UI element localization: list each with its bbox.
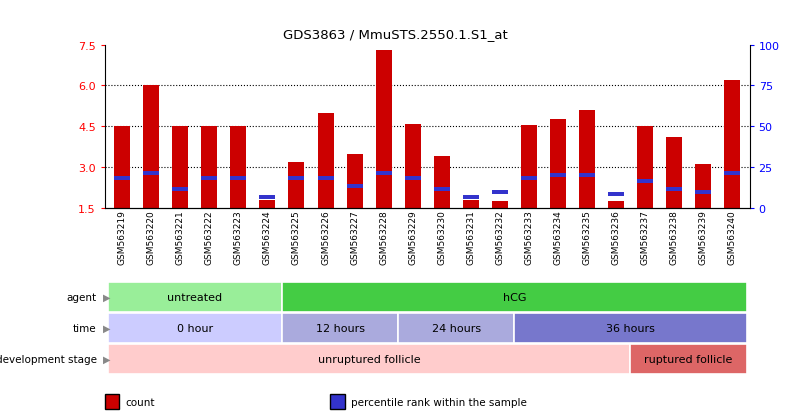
Bar [521, 177, 537, 181]
Bar [143, 86, 160, 209]
Bar [492, 190, 508, 194]
Bar [398, 313, 514, 343]
Bar [405, 177, 421, 181]
Text: 12 hours: 12 hours [315, 323, 364, 333]
Text: ▶: ▶ [103, 323, 110, 333]
Bar [347, 154, 363, 209]
Bar [260, 200, 276, 209]
Bar [282, 282, 746, 312]
Bar [608, 193, 624, 197]
Bar [724, 81, 740, 209]
Bar [666, 138, 682, 209]
Bar [143, 171, 160, 175]
Text: hCG: hCG [503, 292, 526, 302]
Bar [695, 165, 711, 209]
Text: 36 hours: 36 hours [606, 323, 655, 333]
Bar [202, 177, 218, 181]
Text: ▶: ▶ [103, 354, 110, 364]
Bar [172, 188, 189, 192]
Bar [521, 126, 537, 209]
Bar [376, 171, 392, 175]
Text: ruptured follicle: ruptured follicle [645, 354, 733, 364]
Bar [579, 111, 595, 209]
Bar [114, 177, 131, 181]
Bar [550, 120, 566, 209]
Text: development stage: development stage [0, 354, 97, 364]
Bar [695, 190, 711, 194]
Text: 24 hours: 24 hours [432, 323, 481, 333]
Bar [514, 313, 746, 343]
Bar [114, 127, 131, 209]
Text: unruptured follicle: unruptured follicle [318, 354, 421, 364]
Bar [282, 313, 398, 343]
Bar [347, 185, 363, 189]
Bar [492, 202, 508, 209]
Bar [318, 177, 334, 181]
Bar [260, 196, 276, 200]
Bar [318, 114, 334, 209]
Bar [289, 177, 305, 181]
Bar [405, 124, 421, 209]
Bar [608, 202, 624, 209]
Bar [289, 162, 305, 209]
Bar [231, 127, 247, 209]
Text: GDS3863 / MmuSTS.2550.1.S1_at: GDS3863 / MmuSTS.2550.1.S1_at [283, 28, 507, 41]
Bar [630, 344, 746, 374]
Bar [231, 177, 247, 181]
Text: untreated: untreated [168, 292, 222, 302]
Bar [463, 200, 479, 209]
Bar [172, 127, 189, 209]
Bar [666, 188, 682, 192]
Bar [434, 188, 450, 192]
Bar [376, 51, 392, 209]
Text: 0 hour: 0 hour [177, 323, 213, 333]
Bar [724, 171, 740, 175]
Bar [202, 127, 218, 209]
Text: time: time [73, 323, 97, 333]
Bar [550, 174, 566, 178]
Bar [434, 157, 450, 209]
Text: ▶: ▶ [103, 292, 110, 302]
Bar [579, 174, 595, 178]
Bar [108, 313, 282, 343]
Bar [108, 282, 282, 312]
Bar [637, 127, 653, 209]
Text: agent: agent [67, 292, 97, 302]
Bar [463, 196, 479, 200]
Text: count: count [126, 396, 156, 407]
Bar [637, 179, 653, 183]
Bar [108, 344, 630, 374]
Text: percentile rank within the sample: percentile rank within the sample [351, 396, 527, 407]
